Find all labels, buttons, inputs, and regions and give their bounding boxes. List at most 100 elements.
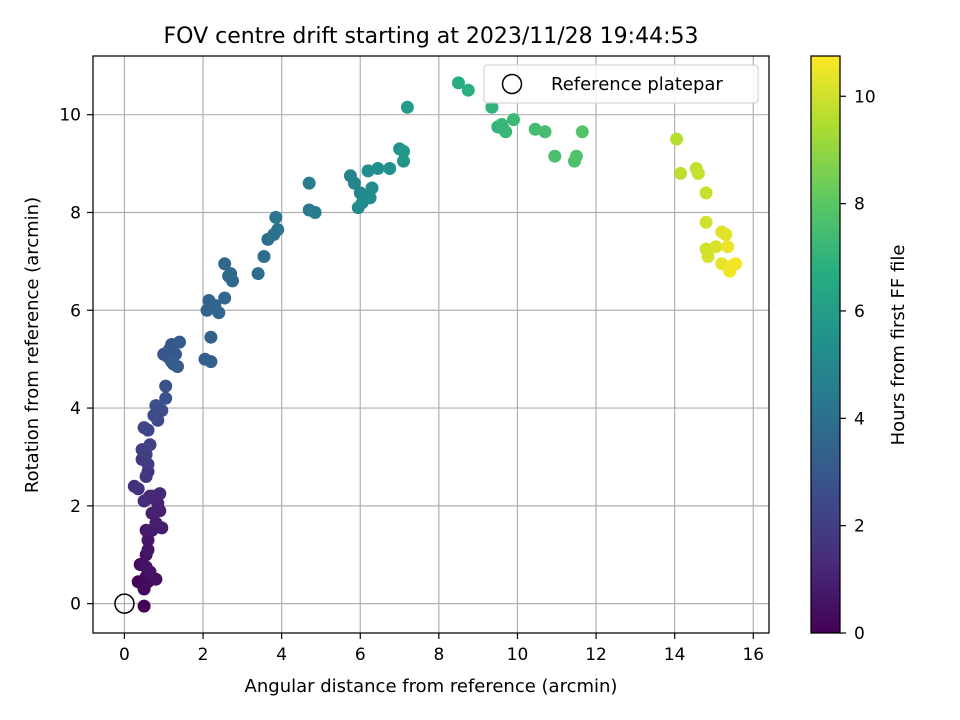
data-point: [569, 149, 583, 163]
data-point: [363, 191, 377, 205]
data-point: [699, 186, 713, 200]
data-point: [674, 166, 688, 180]
data-point: [397, 144, 410, 158]
data-point: [218, 291, 232, 305]
colorbar-tick-label: 8: [854, 195, 865, 215]
data-point: [224, 267, 238, 281]
data-point: [461, 83, 475, 97]
data-point: [499, 125, 513, 139]
data-point: [141, 533, 155, 547]
x-axis-ticks: 0 2 4 6 8 10 12 14 16: [119, 633, 764, 665]
data-point: [361, 164, 375, 178]
data-point: [701, 250, 715, 263]
data-point: [365, 181, 379, 195]
x-tick-label: 12: [585, 645, 607, 665]
data-point: [308, 206, 322, 219]
data-point: [141, 543, 155, 557]
data-point: [159, 391, 173, 405]
colorbar-tick-label: 4: [854, 409, 865, 429]
data-point: [137, 599, 151, 613]
data-point: [485, 100, 499, 114]
y-tick-label: 10: [59, 106, 81, 126]
data-point: [149, 399, 163, 413]
data-point: [383, 162, 397, 175]
y-axis-ticks: 0 2 4 6 8 10: [59, 106, 93, 615]
grid-lines: [93, 56, 769, 633]
data-point: [153, 487, 167, 501]
chart-title: FOV centre drift starting at 2023/11/28 …: [164, 24, 699, 49]
x-tick-label: 0: [119, 645, 130, 665]
legend-entry-reference-platepar: Reference platepar: [551, 74, 723, 95]
data-point: [269, 210, 283, 224]
y-tick-label: 8: [70, 203, 81, 223]
x-axis-label: Angular distance from reference (arcmin): [245, 676, 618, 697]
data-point: [699, 215, 713, 229]
colorbar-gradient: [811, 56, 840, 633]
data-point: [400, 100, 414, 114]
reference-marker: [114, 593, 135, 614]
data-point: [173, 335, 186, 349]
data-point: [143, 565, 157, 579]
data-point: [452, 76, 465, 90]
legend: Reference platepar: [483, 64, 759, 104]
data-point: [159, 379, 173, 393]
x-tick-label: 2: [198, 645, 209, 665]
y-tick-label: 2: [70, 497, 81, 517]
data-point: [149, 516, 163, 530]
data-point: [670, 132, 684, 146]
data-point: [143, 438, 157, 452]
data-point: [218, 257, 232, 271]
data-points: [127, 76, 743, 613]
colorbar: 0 2 4 6 8 10 Hours from first FF file: [810, 55, 909, 644]
y-tick-label: 0: [70, 595, 81, 615]
data-point: [528, 122, 542, 136]
data-point: [251, 267, 265, 281]
legend-box: [483, 64, 759, 104]
data-point: [139, 470, 153, 483]
data-point: [691, 166, 705, 180]
legend-reference-marker: [501, 73, 523, 95]
y-axis-label: Rotation from reference (arcmin): [22, 197, 43, 493]
data-point: [371, 162, 385, 175]
data-point: [131, 482, 145, 496]
data-point: [721, 240, 735, 254]
y-tick-label: 4: [70, 399, 81, 419]
colorbar-label: Hours from first FF file: [888, 245, 909, 446]
data-point: [141, 423, 155, 437]
x-tick-label: 14: [664, 645, 686, 665]
plot-frame: [92, 55, 770, 634]
reference-platepar-marker: [114, 593, 135, 614]
data-point: [507, 113, 520, 127]
data-point: [347, 176, 361, 190]
data-point: [397, 154, 410, 168]
x-tick-label: 4: [276, 645, 287, 665]
data-point: [302, 176, 316, 190]
colorbar-tick-label: 2: [854, 517, 865, 537]
data-point: [271, 223, 285, 237]
data-point: [548, 149, 562, 163]
colorbar-frame: [810, 55, 841, 634]
x-tick-label: 6: [355, 645, 366, 665]
data-point: [139, 448, 153, 461]
data-point: [145, 506, 159, 520]
data-point: [729, 257, 743, 271]
data-point: [212, 306, 226, 320]
x-tick-label: 8: [433, 645, 444, 665]
data-point: [538, 125, 552, 139]
data-point: [141, 457, 155, 471]
colorbar-tick-label: 0: [854, 624, 865, 644]
colorbar-ticks: 0 2 4 6 8 10: [840, 87, 876, 644]
y-tick-label: 6: [70, 301, 81, 321]
data-point: [709, 240, 723, 254]
data-point: [719, 228, 733, 241]
data-point: [204, 355, 218, 369]
x-tick-label: 10: [507, 645, 529, 665]
colorbar-tick-label: 10: [854, 87, 876, 107]
colorbar-tick-label: 6: [854, 302, 865, 322]
data-point: [575, 125, 589, 139]
data-point: [257, 250, 271, 263]
data-point: [137, 494, 151, 508]
x-tick-label: 16: [742, 645, 764, 665]
data-point: [165, 355, 179, 369]
